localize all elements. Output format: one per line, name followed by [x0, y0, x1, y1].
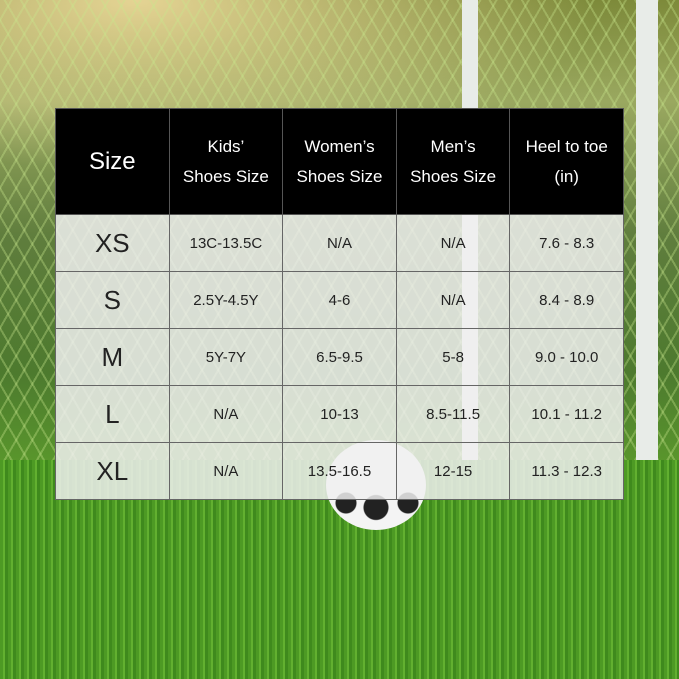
table-cell: N/A	[282, 214, 397, 272]
table-body: XS 13C-13.5C N/A N/A 7.6 - 8.3 S 2.5Y-4.5Y 4-6 N…	[55, 214, 624, 500]
table-cell: L	[55, 385, 170, 443]
table-cell: S	[55, 271, 170, 329]
table-cell: 10-13	[282, 385, 397, 443]
header-text: Shoes Size	[296, 166, 383, 186]
table-cell: N/A	[168, 385, 284, 443]
header-text: Size	[88, 147, 136, 175]
table-cell: 10.1 - 11.2	[509, 385, 624, 443]
table-cell: 4-6	[282, 271, 397, 329]
table-row: M 5Y-7Y 6.5-9.5 5-8 9.0 - 10.0	[55, 328, 624, 386]
table-row: XL N/A 13.5-16.5 12-15 11.3 - 12.3	[55, 442, 624, 500]
header-text: (in)	[554, 166, 579, 186]
header-text: Kids’	[207, 136, 245, 156]
table-cell: 13C-13.5C	[168, 214, 284, 272]
table-cell: 8.4 - 8.9	[509, 271, 624, 329]
table-cell: N/A	[168, 442, 284, 500]
table-cell: 7.6 - 8.3	[509, 214, 624, 272]
table-cell: M	[55, 328, 170, 386]
header-text: Shoes Size	[410, 166, 497, 186]
table-row: L N/A 10-13 8.5-11.5 10.1 - 11.2	[55, 385, 624, 443]
header-text: Women’s	[304, 136, 375, 156]
header-text: Shoes Size	[182, 166, 269, 186]
table-cell: 8.5-11.5	[395, 385, 511, 443]
table-cell: 9.0 - 10.0	[509, 328, 624, 386]
header-cell: Women’s Shoes Size	[282, 108, 397, 215]
table-cell: N/A	[395, 214, 511, 272]
table-row: XS 13C-13.5C N/A N/A 7.6 - 8.3	[55, 214, 624, 272]
table-cell: 5-8	[395, 328, 511, 386]
table-cell: 12-15	[395, 442, 511, 500]
table-cell: 13.5-16.5	[282, 442, 397, 500]
table-cell: 2.5Y-4.5Y	[168, 271, 284, 329]
header-cell: Heel to toe (in)	[509, 108, 624, 215]
header-cell: Men’s Shoes Size	[395, 108, 511, 215]
table-cell: XL	[55, 442, 170, 500]
header-cell: Kids’ Shoes Size	[168, 108, 284, 215]
header-text: Men’s	[430, 136, 476, 156]
goal-post	[636, 0, 658, 460]
table-cell: 11.3 - 12.3	[509, 442, 624, 500]
table-cell: 6.5-9.5	[282, 328, 397, 386]
table-cell: N/A	[395, 271, 511, 329]
header-row: Size Kids’ Shoes Size Women’s Shoes Size Men’…	[55, 108, 624, 215]
table-row: S 2.5Y-4.5Y 4-6 N/A 8.4 - 8.9	[55, 271, 624, 329]
table-cell: XS	[55, 214, 170, 272]
header-text: Heel to toe	[525, 136, 608, 156]
table-cell: 5Y-7Y	[168, 328, 284, 386]
header-cell: Size	[55, 108, 170, 215]
size-table: Size Kids’ Shoes Size Women’s Shoes Size Men’…	[55, 108, 624, 500]
